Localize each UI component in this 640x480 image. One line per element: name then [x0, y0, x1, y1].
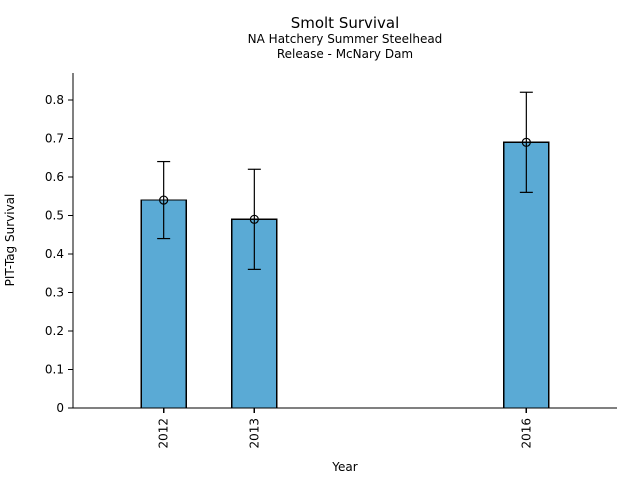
- y-axis-tick-label: 0.7: [45, 131, 64, 145]
- marker-open-circle: [521, 137, 531, 147]
- x-axis-tick-label: 2016: [519, 418, 533, 449]
- chart-subtitle-line2: Release - McNary Dam: [277, 47, 413, 61]
- y-axis-tick-label: 0.3: [45, 285, 64, 299]
- y-axis-tick-label: 0.8: [45, 93, 64, 107]
- x-axis-tick-label: 2013: [247, 418, 261, 449]
- marker-open-circle: [159, 195, 169, 205]
- x-axis-tick-label: 2012: [157, 418, 171, 449]
- plot-area: 0 0.1 0.2 0.3 0.4 0.5 0.6 0.7 0.8 2012 2013 2016: [45, 73, 617, 449]
- y-axis-tick-label: 0.4: [45, 247, 64, 261]
- y-axis-tick-label: 0.1: [45, 362, 64, 376]
- chart-subtitle-line1: NA Hatchery Summer Steelhead: [248, 32, 443, 46]
- y-axis-tick-label: 0: [56, 401, 64, 415]
- y-axis-tick-label: 0.6: [45, 170, 64, 184]
- y-axis-tick-label: 0.5: [45, 208, 64, 222]
- y-axis-title: PIT-Tag Survival: [3, 194, 17, 287]
- x-axis-title: Year: [331, 460, 357, 474]
- marker-open-circle: [249, 214, 259, 224]
- y-axis-tick-label: 0.2: [45, 324, 64, 338]
- chart-title: Smolt Survival: [291, 14, 400, 32]
